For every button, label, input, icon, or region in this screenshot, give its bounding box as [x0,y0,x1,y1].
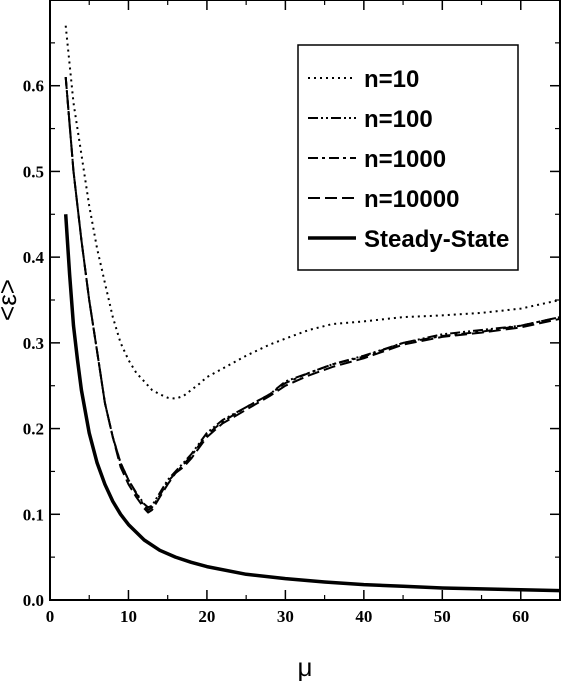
legend-label: n=10000 [364,186,459,213]
legend: n=10 n=100 n=1000 n=10000 Steady-State [297,44,519,271]
y-tick-label: 0.6 [23,77,44,96]
x-tick-label: 50 [434,607,451,626]
x-tick-label: 60 [512,607,529,626]
legend-label: n=1000 [364,146,446,173]
legend-label: Steady-State [364,226,509,253]
y-tick-label: 0.5 [23,162,44,181]
axis-ticks: 0 10 20 30 40 50 60 0.0 0.1 0.2 0.3 0.4 0.5 0.6 [23,0,560,626]
y-tick-label: 0.2 [23,420,44,439]
y-axis-title: <ε> [0,279,22,321]
x-tick-label: 10 [120,607,137,626]
y-tick-label: 0.3 [23,334,44,353]
legend-label: n=100 [364,106,433,133]
y-tick-label: 0.0 [23,591,44,610]
x-axis-title: μ [298,652,313,682]
series-line-steady-state [63,214,561,593]
x-tick-label: 20 [198,607,215,626]
y-tick-label: 0.1 [23,505,44,524]
x-tick-label: 40 [355,607,372,626]
x-tick-label: 0 [46,607,55,626]
series-layer [63,25,561,593]
legend-label: n=10 [364,66,419,93]
legend-items: n=10 n=100 n=1000 n=10000 Steady-State [308,66,509,253]
series-line-n-10000 [64,77,561,514]
x-tick-label: 30 [277,607,294,626]
y-tick-label: 0.4 [23,248,45,267]
